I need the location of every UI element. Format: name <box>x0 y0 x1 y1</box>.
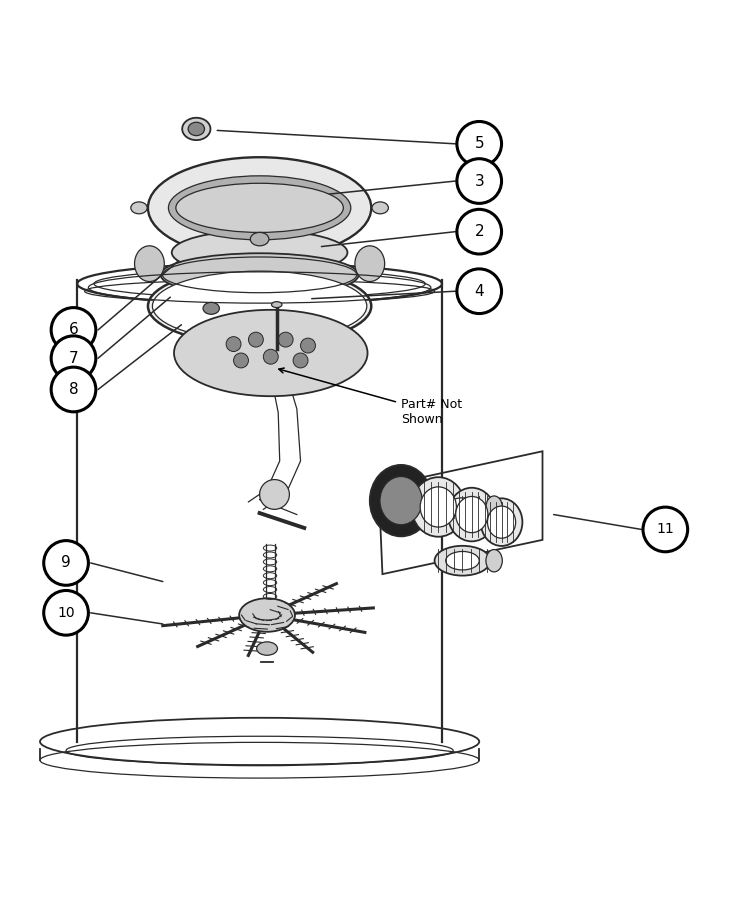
Circle shape <box>51 367 96 412</box>
Circle shape <box>51 336 96 380</box>
Ellipse shape <box>203 302 220 314</box>
Text: 7: 7 <box>69 350 78 366</box>
Circle shape <box>457 158 502 203</box>
Circle shape <box>51 308 96 352</box>
Circle shape <box>248 332 263 347</box>
Text: 3: 3 <box>474 174 484 188</box>
Circle shape <box>260 480 290 510</box>
Circle shape <box>226 337 241 351</box>
Ellipse shape <box>446 551 479 570</box>
Ellipse shape <box>434 492 490 522</box>
Ellipse shape <box>251 232 269 246</box>
Ellipse shape <box>370 465 432 536</box>
Ellipse shape <box>355 246 385 281</box>
Text: Part# Not
Shown: Part# Not Shown <box>279 368 462 426</box>
Ellipse shape <box>448 488 496 541</box>
Ellipse shape <box>488 506 516 538</box>
Ellipse shape <box>272 301 282 308</box>
Ellipse shape <box>169 176 351 240</box>
Circle shape <box>643 507 688 551</box>
Ellipse shape <box>486 550 502 571</box>
Ellipse shape <box>174 309 368 396</box>
Circle shape <box>457 268 502 314</box>
Ellipse shape <box>239 598 295 632</box>
Ellipse shape <box>182 117 211 140</box>
Ellipse shape <box>486 496 502 519</box>
Ellipse shape <box>130 202 147 214</box>
Ellipse shape <box>372 202 388 214</box>
Circle shape <box>263 349 278 364</box>
Circle shape <box>233 353 248 368</box>
Ellipse shape <box>160 253 358 297</box>
Circle shape <box>301 339 316 353</box>
Text: 10: 10 <box>57 606 75 620</box>
Ellipse shape <box>420 487 456 527</box>
Ellipse shape <box>172 230 347 275</box>
Text: 4: 4 <box>475 284 484 298</box>
Circle shape <box>44 541 88 585</box>
Text: 2: 2 <box>475 224 484 239</box>
Ellipse shape <box>446 498 479 516</box>
Ellipse shape <box>148 157 371 258</box>
Ellipse shape <box>456 497 488 532</box>
Ellipse shape <box>148 268 371 345</box>
Ellipse shape <box>188 122 205 136</box>
Ellipse shape <box>256 642 278 655</box>
Circle shape <box>293 353 308 368</box>
Ellipse shape <box>152 271 367 341</box>
Circle shape <box>457 209 502 254</box>
Circle shape <box>457 122 502 167</box>
Circle shape <box>278 332 293 347</box>
Text: 6: 6 <box>69 322 78 338</box>
Text: 11: 11 <box>656 522 674 536</box>
Text: 9: 9 <box>62 555 71 571</box>
Ellipse shape <box>176 183 344 232</box>
Ellipse shape <box>134 246 164 281</box>
Ellipse shape <box>380 477 422 525</box>
Circle shape <box>44 591 88 635</box>
Text: 5: 5 <box>475 136 484 151</box>
Ellipse shape <box>412 477 465 537</box>
Ellipse shape <box>481 499 523 546</box>
Ellipse shape <box>434 546 490 576</box>
Text: 8: 8 <box>69 382 78 397</box>
